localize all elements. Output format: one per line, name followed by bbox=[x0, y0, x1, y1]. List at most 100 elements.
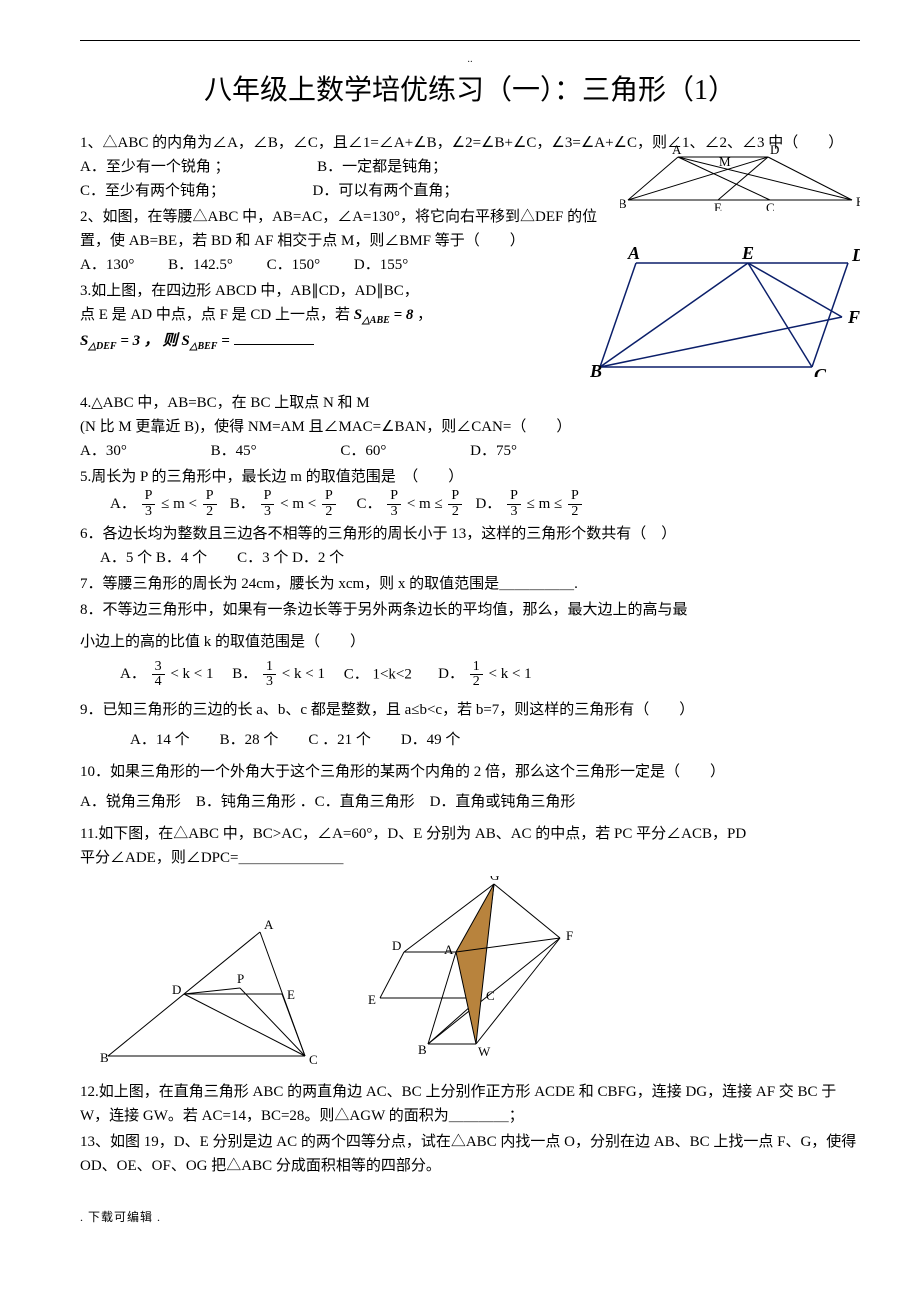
p3-blank bbox=[234, 329, 314, 345]
p5A-pre: A． bbox=[110, 496, 136, 512]
p4-optD: D．75° bbox=[470, 443, 517, 459]
svg-text:F: F bbox=[566, 928, 573, 943]
f: 3 bbox=[507, 505, 521, 520]
figure-row: ABCDEP ACBEDGFW bbox=[100, 876, 860, 1074]
s-bef: S bbox=[181, 333, 189, 349]
s-bef-eq: = bbox=[217, 333, 233, 349]
p8-options: A． 34 < k < 1 B． 13 < k < 1 C． 1<k<2 D． … bbox=[120, 660, 860, 690]
s-def-sub: △DEF bbox=[88, 341, 116, 352]
figure-3: ABCDEP bbox=[100, 916, 330, 1074]
p1-text: 1、△ABC 的内角为∠A，∠B，∠C，且∠1=∠A+∠B，∠2=∠B+∠C，∠… bbox=[80, 131, 860, 155]
p5A-mid: ≤ m < bbox=[161, 496, 201, 512]
p11-line2: 平分∠ADE，则∠DPC=＿＿＿＿＿＿＿ bbox=[80, 846, 860, 870]
p5D-mid: ≤ m ≤ bbox=[527, 496, 566, 512]
s-bef-sub: △BEF bbox=[190, 341, 218, 352]
svg-text:G: G bbox=[490, 876, 499, 883]
problem-3: 3.如上图，在四边形 ABCD 中，AB∥CD，AD∥BC， 点 E 是 AD … bbox=[80, 279, 860, 355]
p5-text: 5.周长为 P 的三角形中，最长边 m 的取值范围是 （ ） bbox=[80, 465, 860, 489]
p5D-pre: D． bbox=[475, 496, 501, 512]
f: 1 bbox=[470, 660, 483, 676]
p9-opts: A．14 个 B．28 个 C ．21 个 D．49 个 bbox=[130, 728, 860, 752]
p8D-pre: D． bbox=[438, 666, 464, 682]
f: P bbox=[322, 489, 336, 505]
p8-line1: 8．不等边三角形中，如果有一条边长等于另外两条边长的平均值，那么，最大边上的高与… bbox=[80, 598, 860, 622]
f: 2 bbox=[203, 505, 217, 520]
p4-optB: B．45° bbox=[211, 443, 257, 459]
svg-text:E: E bbox=[741, 247, 754, 263]
p8C-mid: 1<k<2 bbox=[372, 666, 411, 682]
svg-text:P: P bbox=[237, 971, 244, 986]
f: 2 bbox=[568, 505, 582, 520]
problem-11: 11.如下图，在△ABC 中，BC>AC，∠A=60°，D、E 分别为 AB、A… bbox=[80, 822, 860, 870]
svg-text:W: W bbox=[478, 1044, 491, 1059]
svg-text:C: C bbox=[309, 1052, 318, 1066]
f: 3 bbox=[263, 675, 276, 690]
p4-optA: A．30° bbox=[80, 443, 127, 459]
p8-D: D． 12 < k < 1 bbox=[438, 666, 532, 682]
p2-optD: D．155° bbox=[354, 257, 408, 273]
p3-line1: 3.如上图，在四边形 ABCD 中，AB∥CD，AD∥BC， bbox=[80, 279, 860, 303]
p7-text: 7．等腰三角形的周长为 24cm，腰长为 xcm，则 x 的取值范围是＿＿＿＿＿… bbox=[80, 576, 578, 592]
p4-line1: 4.△ABC 中，AB=BC，在 BC 上取点 N 和 M bbox=[80, 391, 860, 415]
problem-6: 6．各边长均为整数且三边各不相等的三角形的周长小于 13，这样的三角形个数共有（… bbox=[80, 522, 860, 570]
page-title: 八年级上数学培优练习（一）：三角形（1） bbox=[80, 69, 860, 114]
p6-text: 6．各边长均为整数且三边各不相等的三角形的周长小于 13，这样的三角形个数共有（… bbox=[80, 522, 860, 546]
p12-text: 12.如上图，在直角三角形 ABC 的两直角边 AC、BC 上分别作正方形 AC… bbox=[80, 1084, 836, 1124]
problem-7: 7．等腰三角形的周长为 24cm，腰长为 xcm，则 x 的取值范围是＿＿＿＿＿… bbox=[80, 572, 860, 596]
f: 3 bbox=[152, 660, 165, 676]
p4-options: A．30° B．45° C．60° D．75° bbox=[80, 439, 860, 463]
p5-A: A． P3 ≤ m < P2 bbox=[110, 496, 222, 512]
p8-B: B． 13 < k < 1 bbox=[232, 666, 328, 682]
p5-C: C． P3 < m ≤ P2 bbox=[357, 496, 468, 512]
f: P bbox=[507, 489, 521, 505]
p8-C: C． 1<k<2 bbox=[344, 666, 416, 682]
svg-text:A: A bbox=[627, 247, 640, 263]
p1-optB: B．一定都是钝角； bbox=[317, 159, 447, 175]
p1-optA: A．至少有一个锐角 ； bbox=[80, 159, 230, 175]
f: 3 bbox=[387, 505, 401, 520]
svg-text:M: M bbox=[719, 154, 731, 169]
p3-line2: 点 E 是 AD 中点，点 F 是 CD 上一点，若 S△ABE = 8 ， bbox=[80, 303, 860, 329]
problem-4: 4.△ABC 中，AB=BC，在 BC 上取点 N 和 M (N 比 M 更靠近… bbox=[80, 391, 860, 463]
p3-line3: S△DEF = 3 ， 则 S△BEF = bbox=[80, 329, 860, 355]
p8B-pre: B． bbox=[232, 666, 257, 682]
p8D-mid: < k < 1 bbox=[488, 666, 531, 682]
figure-4: ACBEDGFW bbox=[360, 876, 590, 1074]
p8B-mid: < k < 1 bbox=[282, 666, 325, 682]
f: 2 bbox=[322, 505, 336, 520]
s-abe: S bbox=[354, 307, 362, 323]
s-def-val: = 3 ， 则 bbox=[117, 333, 182, 349]
p5B-mid: < m < bbox=[280, 496, 320, 512]
f: P bbox=[448, 489, 462, 505]
problem-12: 12.如上图，在直角三角形 ABC 的两直角边 AC、BC 上分别作正方形 AC… bbox=[80, 1080, 860, 1128]
f: 4 bbox=[152, 675, 165, 690]
problem-2: 2、如图，在等腰△ABC 中，AB=AC，∠A=130°，将它向右平移到△DEF… bbox=[80, 205, 860, 277]
p6-opts: A．5 个 B．4 个 C．3 个 D．2 个 bbox=[100, 546, 860, 570]
p8C-pre: C． bbox=[344, 666, 369, 682]
p2-text: 2、如图，在等腰△ABC 中，AB=AC，∠A=130°，将它向右平移到△DEF… bbox=[80, 205, 860, 253]
f: P bbox=[568, 489, 582, 505]
p2-optB: B．142.5° bbox=[168, 257, 233, 273]
svg-text:A: A bbox=[444, 942, 454, 957]
p5-B: B． P3 < m < P2 bbox=[230, 496, 342, 512]
p5C-mid: < m ≤ bbox=[407, 496, 447, 512]
p2-optA: A．130° bbox=[80, 257, 134, 273]
problem-10: 10．如果三角形的一个外角大于这个三角形的某两个内角的 2 倍，那么这个三角形一… bbox=[80, 760, 860, 814]
f: P bbox=[142, 489, 156, 505]
p9-text: 9．已知三角形的三边的长 a、b、c 都是整数，且 a≤b<c，若 b=7，则这… bbox=[80, 698, 860, 722]
svg-text:C: C bbox=[814, 365, 827, 377]
p5B-pre: B． bbox=[230, 496, 255, 512]
f: 3 bbox=[142, 505, 156, 520]
svg-text:D: D bbox=[851, 247, 860, 265]
svg-text:D: D bbox=[392, 938, 401, 953]
p10-opts: A．锐角三角形 B．钝角三角形 ．C．直角三角形 D．直角或钝角三角形 bbox=[80, 790, 860, 814]
problem-9: 9．已知三角形的三边的长 a、b、c 都是整数，且 a≤b<c，若 b=7，则这… bbox=[80, 698, 860, 752]
header-dots: .. bbox=[80, 51, 860, 69]
p8A-mid: < k < 1 bbox=[170, 666, 213, 682]
p8A-pre: A． bbox=[120, 666, 146, 682]
svg-text:E: E bbox=[368, 992, 376, 1007]
p4-line2: (N 比 M 更靠近 B)，使得 NM=AM 且∠MAC=∠BAN，则∠CAN=… bbox=[80, 415, 860, 439]
p2-optC: C．150° bbox=[267, 257, 321, 273]
svg-text:B: B bbox=[590, 361, 602, 377]
p5C-pre: C． bbox=[357, 496, 382, 512]
